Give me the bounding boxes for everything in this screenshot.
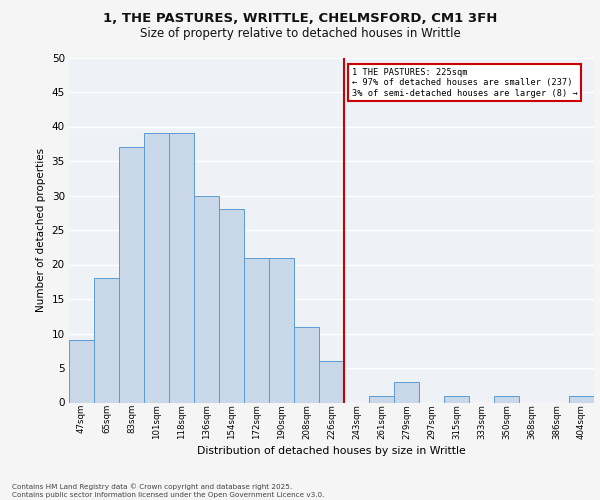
Text: Contains HM Land Registry data © Crown copyright and database right 2025.
Contai: Contains HM Land Registry data © Crown c…: [12, 484, 325, 498]
Bar: [369, 396, 394, 402]
Bar: [69, 340, 94, 402]
Bar: [94, 278, 119, 402]
Bar: [444, 396, 469, 402]
Bar: [219, 210, 244, 402]
Bar: [269, 258, 294, 402]
Bar: [194, 196, 219, 402]
Y-axis label: Number of detached properties: Number of detached properties: [36, 148, 46, 312]
Bar: [394, 382, 419, 402]
Text: 1, THE PASTURES, WRITTLE, CHELMSFORD, CM1 3FH: 1, THE PASTURES, WRITTLE, CHELMSFORD, CM…: [103, 12, 497, 26]
Bar: [169, 134, 194, 402]
Bar: [319, 361, 344, 403]
Bar: [244, 258, 269, 402]
Text: 1 THE PASTURES: 225sqm
← 97% of detached houses are smaller (237)
3% of semi-det: 1 THE PASTURES: 225sqm ← 97% of detached…: [352, 68, 577, 98]
Bar: [494, 396, 519, 402]
Bar: [569, 396, 594, 402]
Bar: [294, 326, 319, 402]
Bar: [119, 147, 144, 403]
Text: Size of property relative to detached houses in Writtle: Size of property relative to detached ho…: [140, 28, 460, 40]
X-axis label: Distribution of detached houses by size in Writtle: Distribution of detached houses by size …: [197, 446, 466, 456]
Bar: [144, 134, 169, 402]
